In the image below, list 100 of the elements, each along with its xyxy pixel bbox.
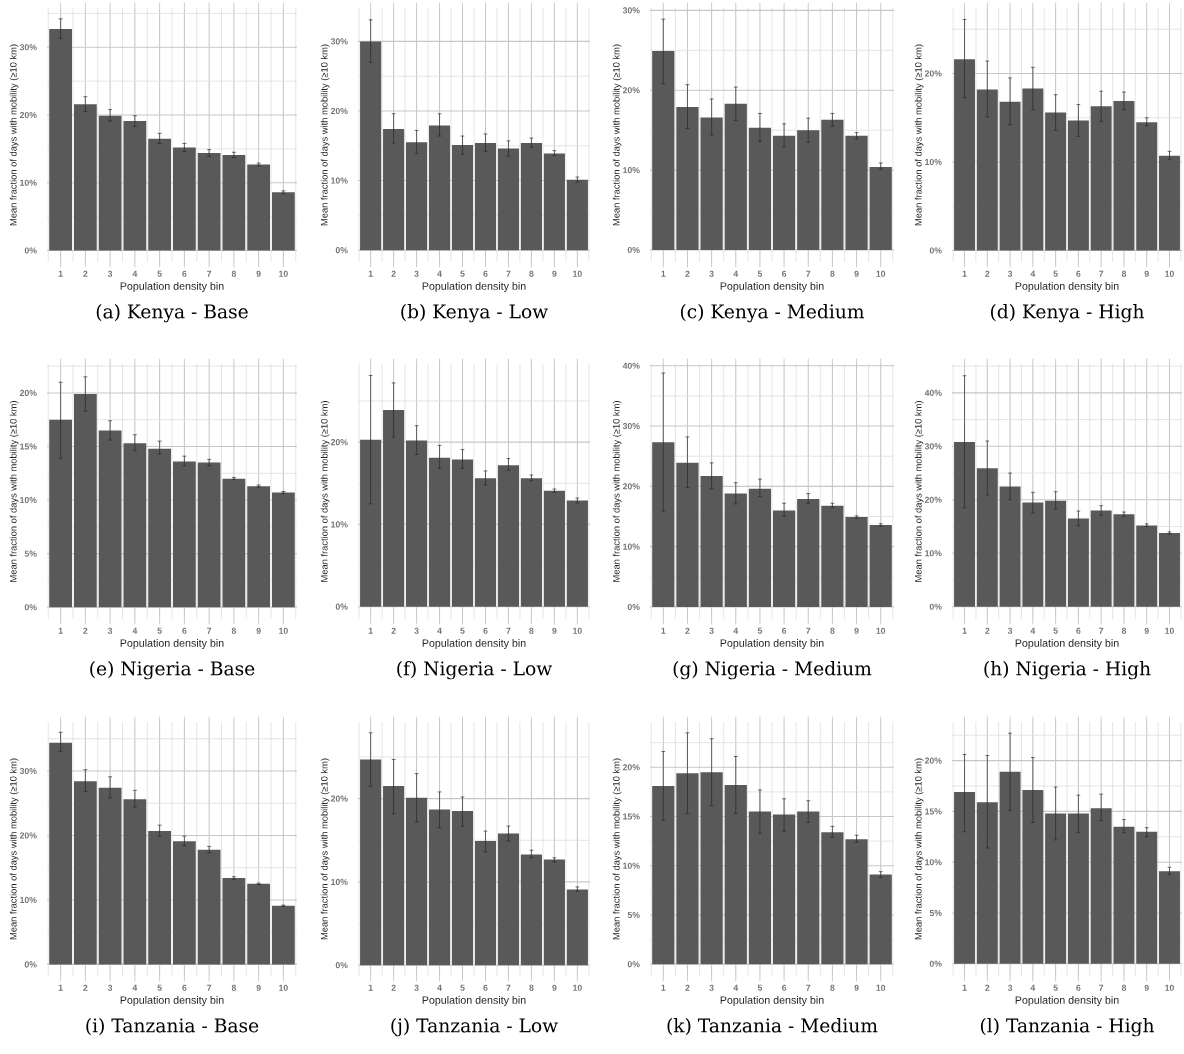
y-axis-title: Mean fraction of days with mobility (≥10 km) bbox=[320, 758, 330, 940]
x-tick-label: 1 bbox=[368, 984, 373, 991]
x-tick-label: 3 bbox=[709, 984, 714, 991]
text: (i) Tanzania - Base bbox=[86, 1018, 259, 1036]
y-tick-label: 0% bbox=[24, 247, 37, 254]
x-tick-label: 9 bbox=[552, 270, 557, 277]
x-tick-label: 7 bbox=[806, 270, 811, 277]
x-tick-label: 4 bbox=[437, 270, 442, 277]
x-tick-label: 8 bbox=[1121, 627, 1127, 634]
x-tick-label: 7 bbox=[506, 627, 511, 634]
y-axis-title: Mean fraction of days with mobility (≥10 km) bbox=[612, 44, 622, 226]
x-tick-label: 3 bbox=[1007, 627, 1013, 634]
x-tick-label: 5 bbox=[757, 627, 763, 634]
text: (l) Tanzania - High bbox=[980, 1018, 1155, 1037]
x-tick-label: 10 bbox=[1165, 984, 1174, 991]
x-axis-title: Population density bin bbox=[1015, 639, 1119, 649]
x-tick-label: 10 bbox=[279, 270, 288, 277]
y-tick-label: 0% bbox=[929, 603, 942, 610]
y-axis-title: Mean fraction of days with mobility (≥10 km) bbox=[320, 44, 330, 226]
y-tick-label: 0% bbox=[24, 961, 37, 968]
x-tick-label: 7 bbox=[1099, 627, 1104, 634]
y-axis-title: Mean fraction of days with mobility (≥10 km) bbox=[612, 401, 622, 582]
y-tick-label: 30% bbox=[924, 443, 942, 450]
x-tick-label: 9 bbox=[854, 984, 859, 991]
x-tick-label: 5 bbox=[460, 627, 465, 634]
y-tick-label: 10% bbox=[20, 497, 37, 504]
x-tick-label: 2 bbox=[391, 627, 396, 634]
y-tick-label: 5% bbox=[929, 909, 942, 917]
y-tick-label: 20% bbox=[622, 87, 640, 94]
y-tick-label: 0% bbox=[627, 603, 640, 611]
x-tick-label: 4 bbox=[132, 984, 138, 991]
x-tick-label: 1 bbox=[661, 270, 666, 277]
x-tick-label: 4 bbox=[132, 627, 138, 634]
y-tick-label: 0% bbox=[929, 247, 942, 254]
text: (e) Nigeria - Base bbox=[90, 661, 255, 680]
x-tick-label: 2 bbox=[83, 270, 88, 277]
x-axis-title: Population density bin bbox=[422, 282, 526, 292]
x-tick-label: 3 bbox=[709, 627, 714, 634]
x-tick-label: 6 bbox=[1076, 270, 1081, 277]
x-axis-title: Population density bin bbox=[1015, 282, 1119, 292]
x-tick-label: 9 bbox=[552, 627, 557, 634]
x-tick-label: 5 bbox=[1053, 984, 1058, 991]
x-tick-label: 4 bbox=[437, 984, 442, 991]
x-tick-label: 8 bbox=[231, 270, 237, 277]
y-tick-label: 30% bbox=[622, 423, 640, 430]
x-tick-label: 4 bbox=[733, 270, 739, 277]
y-tick-label: 5% bbox=[627, 911, 640, 919]
x-tick-label: 9 bbox=[1144, 627, 1149, 634]
x-tick-label: 1 bbox=[368, 270, 373, 277]
text: (c) Kenya - Medium bbox=[680, 304, 865, 323]
x-tick-label: 8 bbox=[830, 627, 835, 634]
x-tick-label: 4 bbox=[1030, 984, 1036, 991]
y-tick-label: 10% bbox=[925, 158, 942, 166]
x-tick-label: 9 bbox=[256, 270, 261, 277]
y-axis-title: Mean fraction of days with mobility (≥10 km) bbox=[612, 758, 622, 940]
x-tick-label: 7 bbox=[806, 984, 811, 991]
y-axis-title: Mean fraction of days with mobility (≥10 km) bbox=[914, 44, 924, 226]
x-tick-label: 1 bbox=[368, 627, 373, 634]
y-tick-label: 20% bbox=[19, 389, 37, 396]
y-tick-label: 5% bbox=[24, 550, 37, 557]
x-tick-label: 3 bbox=[414, 270, 419, 277]
x-axis-title: Population density bin bbox=[120, 996, 224, 1006]
text: (d) Kenya - High bbox=[990, 304, 1144, 323]
y-tick-label: 0% bbox=[24, 604, 37, 611]
x-tick-label: 4 bbox=[733, 627, 739, 634]
text: (j) Tanzania - Low bbox=[391, 1018, 558, 1037]
x-tick-label: 5 bbox=[157, 270, 162, 277]
x-axis-title: Population density bin bbox=[720, 282, 824, 292]
x-tick-label: 2 bbox=[391, 984, 396, 991]
x-tick-label: 9 bbox=[1144, 270, 1149, 277]
y-tick-label: 10% bbox=[623, 543, 640, 550]
x-axis-title: Population density bin bbox=[422, 996, 526, 1006]
x-axis-title: Population density bin bbox=[120, 639, 224, 649]
text: (h) Nigeria - High bbox=[984, 661, 1151, 680]
y-tick-label: 30% bbox=[622, 7, 640, 14]
x-tick-label: 7 bbox=[207, 270, 212, 277]
x-tick-label: 2 bbox=[685, 627, 690, 634]
y-tick-label: 20% bbox=[19, 832, 37, 839]
x-tick-label: 10 bbox=[279, 984, 288, 991]
y-tick-label: 40% bbox=[622, 362, 640, 369]
x-tick-label: 8 bbox=[231, 627, 237, 634]
x-tick-label: 5 bbox=[1053, 627, 1058, 634]
x-tick-label: 2 bbox=[685, 984, 690, 991]
x-tick-label: 3 bbox=[1007, 270, 1013, 277]
x-tick-label: 8 bbox=[1121, 984, 1127, 991]
x-tick-label: 3 bbox=[107, 984, 113, 991]
x-tick-label: 2 bbox=[985, 270, 990, 277]
x-axis-title: Population density bin bbox=[720, 639, 824, 649]
x-tick-label: 1 bbox=[661, 984, 666, 991]
x-tick-label: 9 bbox=[854, 627, 859, 634]
x-tick-label: 6 bbox=[781, 270, 787, 277]
x-tick-label: 5 bbox=[157, 627, 162, 634]
x-tick-label: 10 bbox=[573, 984, 582, 991]
y-tick-label: 20% bbox=[924, 757, 942, 764]
x-tick-label: 10 bbox=[279, 627, 288, 634]
x-tick-label: 2 bbox=[985, 627, 990, 634]
y-tick-label: 20% bbox=[330, 795, 348, 802]
y-axis-title: Mean fraction of days with mobility (≥10 km) bbox=[9, 44, 19, 226]
y-axis-title: Mean fraction of days with mobility (≥10 km) bbox=[914, 758, 924, 940]
x-tick-label: 10 bbox=[573, 270, 582, 277]
